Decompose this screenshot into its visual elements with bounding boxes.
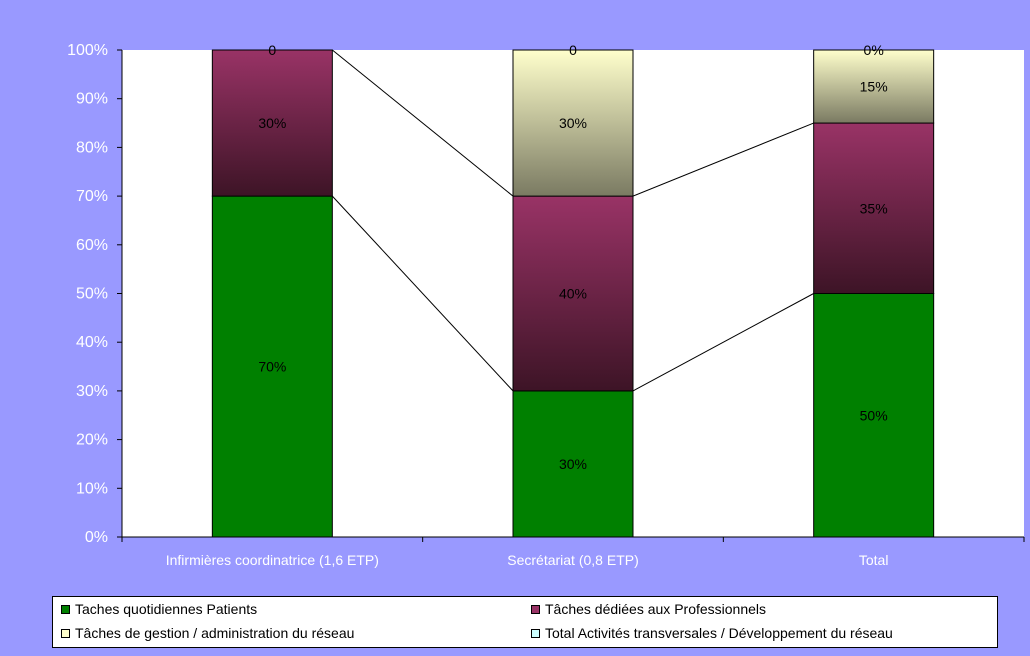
data-label-taches-dediees-aux-professionnels-0: 30% [258,115,286,131]
legend-item-patients: Taches quotidiennes Patients [61,601,257,617]
data-label-taches-dediees-aux-professionnels-1: 40% [559,286,587,302]
y-tick-label-30pct: 30% [76,383,108,400]
series-line [332,49,514,197]
y-tick-label-20pct: 20% [76,432,108,449]
legend-swatch-professionnels [531,604,540,614]
legend-item-professionnels: Tâches dédiées aux Professionnels [531,601,766,617]
legend-label-transversales: Total Activités transversales / Développ… [545,625,893,641]
series-line [632,122,814,197]
y-tick-label-50pct: 50% [76,286,108,303]
legend-swatch-patients [61,604,70,614]
data-label-taches-dediees-aux-professionnels-2: 35% [860,200,888,216]
series-line [632,293,814,392]
data-label-taches-quotidiennes-patients-2: 50% [860,407,888,423]
x-category-label-1: Secrétariat (0,8 ETP) [507,552,639,568]
bar-taches-dediees-aux-professionnels-1 [512,195,634,392]
legend-label-patients: Taches quotidiennes Patients [75,601,258,617]
data-label-taches-de-gestion-administration-du-reseau-0: 0 [268,42,276,58]
data-label-taches-de-gestion-administration-du-reseau-2: 15% [860,79,888,95]
data-label-total-activites-transversales-developpement-du-reseau-2: 0% [864,42,884,58]
bar-taches-quotidiennes-patients-2 [813,293,935,538]
bar-taches-dediees-aux-professionnels-2 [813,122,935,294]
bar-taches-de-gestion-administration-du-reseau-1 [512,49,634,197]
bar-taches-quotidiennes-patients-1 [512,390,634,538]
data-label-total-activites-transversales-developpement-du-reseau-1: 0 [569,42,577,58]
bar-taches-de-gestion-administration-du-reseau-2 [813,49,935,124]
y-tick-label-90pct: 90% [76,91,108,108]
legend-swatch-transversales [531,628,540,638]
bar-taches-quotidiennes-patients-0 [211,195,333,538]
legend-swatch-gestion [61,628,70,638]
data-label-taches-quotidiennes-patients-0: 70% [258,359,286,375]
y-tick-label-70pct: 70% [76,188,108,205]
legend-label-gestion: Tâches de gestion / administration du ré… [75,625,355,641]
series-line [331,195,514,392]
data-label-taches-de-gestion-administration-du-reseau-1: 30% [559,115,587,131]
legend-item-transversales: Total Activités transversales / Développ… [531,625,893,641]
y-tick-label-60pct: 60% [76,237,108,254]
y-tick-label-0pct: 0% [85,529,108,546]
x-category-label-2: Total [859,552,889,568]
data-label-taches-quotidiennes-patients-1: 30% [559,456,587,472]
y-tick-label-40pct: 40% [76,334,108,351]
y-tick-label-10pct: 10% [76,480,108,497]
y-tick-label-100pct: 100% [67,42,108,59]
legend: Taches quotidiennes Patients Tâches dédi… [52,596,998,648]
x-category-label-0: Infirmières coordinatrice (1,6 ETP) [166,552,379,568]
bar-taches-dediees-aux-professionnels-0 [211,49,333,197]
y-tick-label-80pct: 80% [76,139,108,156]
legend-label-professionnels: Tâches dédiées aux Professionnels [545,601,767,617]
legend-item-gestion: Tâches de gestion / administration du ré… [61,625,354,641]
